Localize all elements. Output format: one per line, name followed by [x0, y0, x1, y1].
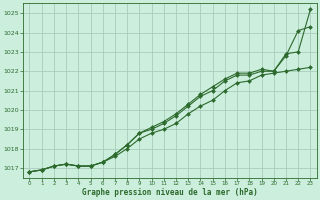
X-axis label: Graphe pression niveau de la mer (hPa): Graphe pression niveau de la mer (hPa) [82, 188, 258, 197]
